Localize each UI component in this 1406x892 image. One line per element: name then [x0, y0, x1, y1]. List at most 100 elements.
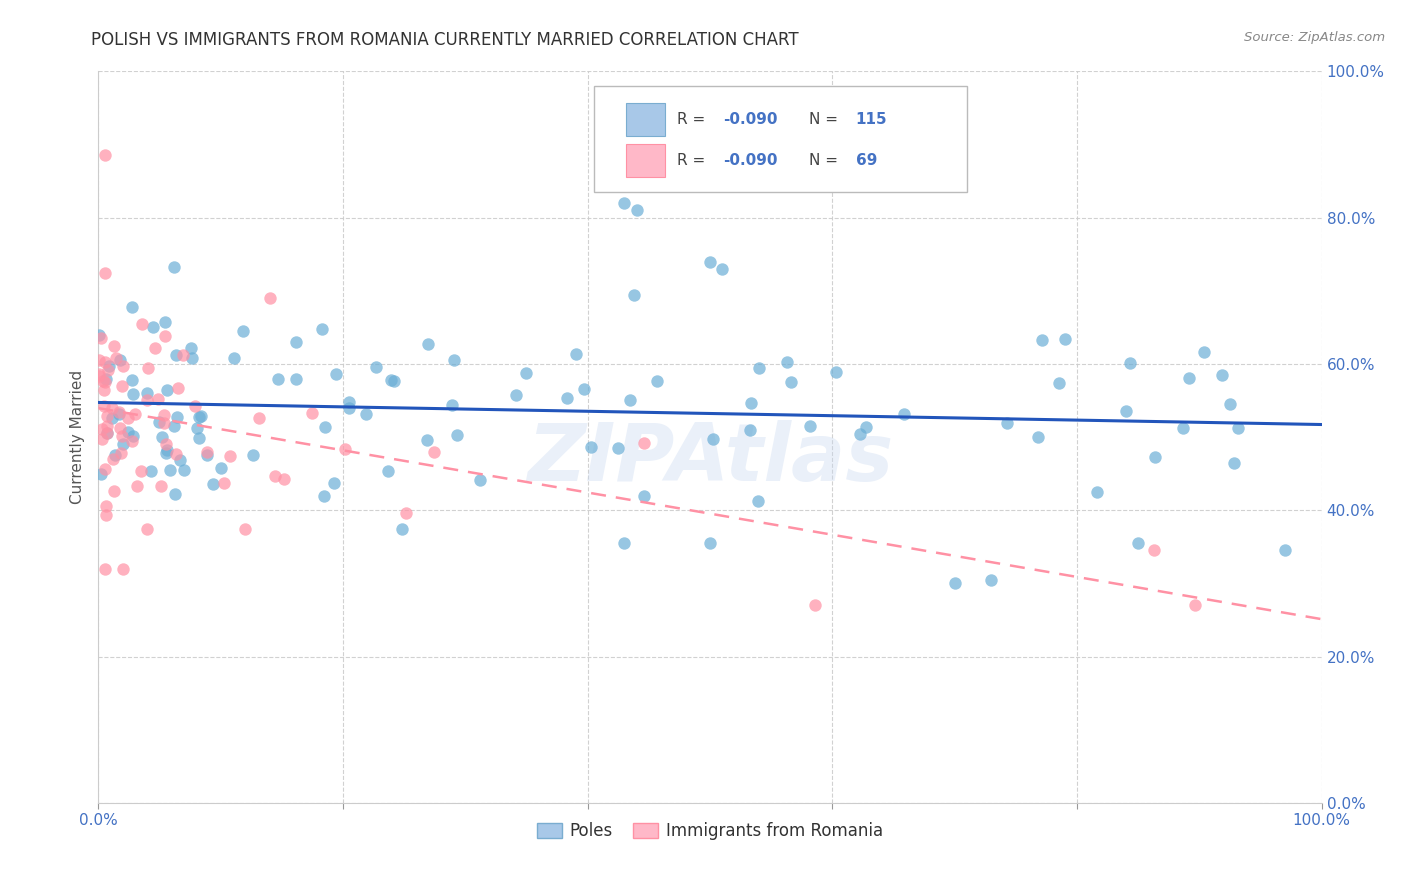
Point	[325, 367, 347, 381]
Point	[1274, 543, 1296, 558]
Text: Source: ZipAtlas.com: Source: ZipAtlas.com	[1244, 31, 1385, 45]
Point	[87, 368, 110, 383]
Point	[96, 409, 118, 424]
Point	[242, 449, 264, 463]
Point	[312, 490, 335, 504]
Point	[233, 521, 256, 535]
Point	[440, 398, 463, 412]
Point	[155, 315, 177, 329]
FancyBboxPatch shape	[626, 103, 665, 136]
Point	[111, 562, 134, 576]
Point	[90, 422, 112, 436]
Point	[311, 322, 333, 336]
Point	[799, 419, 821, 434]
Point	[100, 401, 122, 415]
Point	[107, 407, 129, 421]
Point	[626, 203, 648, 218]
Point	[738, 423, 761, 437]
Point	[112, 437, 135, 451]
Point	[181, 351, 204, 366]
Point	[96, 426, 118, 441]
Point	[314, 420, 336, 434]
Point	[155, 446, 177, 460]
Point	[702, 432, 724, 446]
Point	[93, 384, 115, 398]
Point	[188, 409, 211, 424]
Point	[155, 437, 177, 451]
Point	[91, 374, 114, 388]
Point	[1211, 368, 1233, 382]
Point	[1026, 430, 1049, 444]
Text: R =: R =	[678, 153, 710, 168]
Point	[515, 366, 537, 380]
Point	[259, 291, 281, 305]
Point	[117, 410, 139, 425]
Point	[93, 399, 115, 413]
Point	[104, 351, 127, 366]
Point	[111, 378, 134, 392]
Point	[96, 372, 118, 386]
Point	[1194, 345, 1216, 359]
Point	[172, 348, 194, 362]
Point	[103, 483, 125, 498]
Point	[1128, 536, 1150, 550]
Point	[855, 419, 877, 434]
Point	[101, 452, 124, 467]
Text: R =: R =	[678, 112, 710, 128]
Point	[97, 363, 120, 377]
Point	[149, 479, 172, 493]
Point	[301, 406, 323, 420]
Point	[93, 562, 115, 576]
Point	[121, 434, 143, 449]
Point	[169, 453, 191, 467]
Point	[152, 416, 174, 430]
Point	[848, 427, 870, 442]
Point	[422, 444, 444, 458]
Point	[505, 388, 527, 402]
Point	[1184, 599, 1206, 613]
Point	[104, 448, 127, 462]
Point	[273, 473, 295, 487]
Point	[190, 409, 212, 424]
Point	[391, 522, 413, 536]
Point	[1223, 456, 1246, 470]
Text: ZIPAtlas: ZIPAtlas	[527, 420, 893, 498]
Point	[564, 347, 586, 361]
Point	[1173, 421, 1195, 435]
Point	[1119, 356, 1142, 370]
Point	[354, 407, 377, 421]
Point	[87, 352, 110, 367]
Point	[1031, 333, 1053, 347]
Point	[1143, 543, 1166, 558]
Point	[333, 442, 356, 457]
Point	[699, 254, 721, 268]
Point	[633, 489, 655, 503]
Point	[94, 375, 117, 389]
Point	[285, 334, 308, 349]
Point	[186, 421, 208, 435]
Point	[555, 392, 578, 406]
Point	[364, 359, 387, 374]
Point	[195, 448, 218, 462]
Point	[93, 266, 115, 280]
Point	[150, 430, 173, 444]
Point	[1047, 376, 1070, 391]
Point	[135, 393, 157, 408]
Point	[1085, 484, 1108, 499]
Point	[415, 433, 437, 447]
Point	[180, 341, 202, 355]
Point	[446, 428, 468, 442]
Point	[124, 407, 146, 421]
Point	[155, 329, 177, 343]
Point	[943, 576, 966, 591]
Point	[267, 372, 290, 386]
Point	[89, 327, 111, 342]
Point	[121, 300, 143, 314]
Point	[165, 487, 187, 501]
Point	[804, 599, 827, 613]
Point	[218, 449, 240, 463]
Point	[96, 419, 118, 434]
Point	[98, 359, 121, 373]
Point	[152, 408, 174, 422]
Point	[1054, 332, 1077, 346]
